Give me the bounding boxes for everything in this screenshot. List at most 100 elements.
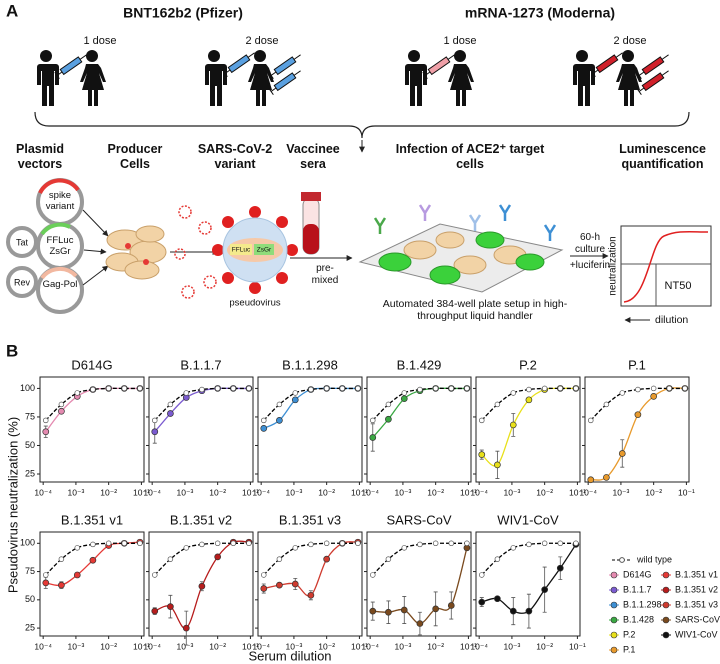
plot-frame: [39, 531, 145, 637]
plasmid-label: spike variant: [45, 190, 75, 212]
data-point: [291, 580, 299, 588]
syringes: [54, 52, 669, 96]
plot-frame: [39, 376, 145, 483]
data-point: [525, 607, 533, 615]
y-tick-label: 25: [25, 622, 35, 632]
reference-point: [417, 541, 423, 548]
data-point: [478, 451, 486, 458]
data-point: [42, 579, 50, 587]
reference-point: [650, 385, 657, 392]
reference-point: [401, 545, 408, 551]
plot-title: D614G: [71, 357, 112, 372]
data-point: [307, 591, 315, 599]
plate-caption: Automated 384-well plate setup in high-t…: [382, 298, 568, 322]
data-point: [494, 461, 501, 469]
reference-point: [339, 385, 346, 392]
y-tick-label: 100: [20, 538, 35, 548]
data-point: [151, 607, 159, 615]
reference-point: [292, 545, 299, 551]
reference-point: [557, 385, 564, 392]
vaccinees: [36, 50, 642, 106]
plot-frame: [257, 376, 363, 483]
x-tick-label: 10⁻³: [68, 641, 85, 651]
plot-title: SARS-CoV: [386, 512, 451, 527]
legend-label: wild type: [636, 554, 672, 564]
x-tick-label: 10⁻³: [286, 487, 303, 497]
step-title: Plasmid vectors: [16, 142, 64, 171]
dose-label: 2 dose: [613, 35, 646, 47]
reference-point: [137, 540, 143, 547]
serum-tube: [301, 192, 321, 255]
reference-point: [588, 417, 594, 424]
legend-swatch: [610, 586, 618, 594]
reference-point: [183, 545, 190, 551]
data-point: [400, 606, 408, 614]
reference-point: [573, 385, 579, 392]
plot-title: B.1.351 v1: [61, 512, 123, 527]
brace: [34, 111, 690, 139]
reference-point: [541, 385, 548, 392]
x-tick-label: 10⁻³: [613, 487, 630, 497]
x-tick-label: 10⁻⁴: [470, 487, 488, 497]
plot-frame: [475, 531, 581, 637]
x-tick-label: 10⁻⁴: [252, 641, 270, 651]
legend-label: P.1: [623, 644, 635, 654]
y-tick-label: 75: [25, 566, 35, 576]
y-axis-label: Pseudovirus neutralization (%): [5, 417, 20, 593]
data-point: [587, 476, 595, 484]
x-tick-label: 10⁻²: [536, 487, 553, 497]
plot-frame: [148, 376, 254, 483]
virions: [174, 205, 217, 299]
data-point: [151, 428, 159, 436]
data-point: [416, 620, 424, 627]
x-tick-label: 10⁻²: [100, 641, 117, 651]
reference-point: [43, 417, 49, 424]
reference-point: [90, 386, 96, 393]
reference-point: [464, 385, 470, 392]
x-tick-label: 10⁻⁴: [470, 641, 488, 651]
reference-point: [308, 386, 314, 393]
legend-swatch: [662, 586, 670, 594]
plasmids: [6, 178, 84, 314]
data-point: [400, 395, 408, 403]
x-axis-label: Serum dilution: [248, 648, 331, 663]
reference-point: [121, 540, 128, 547]
x-tick-label: 10⁻²: [209, 487, 226, 497]
data-point: [291, 396, 299, 404]
data-point: [478, 598, 486, 606]
data-point: [385, 415, 392, 423]
reference-point: [74, 545, 81, 551]
legend-label: B.1.428: [623, 614, 654, 624]
fit-curve: [154, 387, 249, 433]
data-point: [58, 581, 65, 589]
legend-label: B.1.351 v3: [675, 599, 718, 609]
data-point: [618, 450, 626, 457]
legend-swatch: [662, 571, 670, 579]
plate: [358, 204, 564, 293]
x-tick-label: 10⁻⁴: [34, 641, 52, 651]
reference-point: [43, 572, 49, 578]
reference-point: [58, 401, 65, 408]
plot-frame: [584, 376, 690, 483]
data-point: [509, 607, 517, 615]
gene-label: ZsGr: [257, 247, 272, 254]
x-tick-label: 10⁻³: [177, 641, 194, 651]
plasmid-label: Rev: [14, 277, 31, 287]
readout-y-label: neutralization: [608, 236, 619, 295]
reference-point: [682, 385, 688, 392]
gene-label: FFLuc: [232, 247, 251, 254]
x-tick-label: 10⁻⁴: [34, 487, 52, 497]
reference-point: [479, 572, 485, 578]
step-title: Producer Cells: [107, 142, 163, 171]
x-tick-label: 10⁻⁴: [143, 487, 161, 497]
x-tick-label: 10⁻¹: [678, 487, 695, 497]
x-tick-label: 10⁻¹: [133, 641, 150, 651]
data-point: [58, 407, 65, 415]
legend-label: P.2: [623, 629, 635, 639]
dose-label: 1 dose: [443, 35, 476, 47]
plot-title: B.1.429: [397, 357, 442, 372]
plot-title: B.1.351 v2: [170, 512, 232, 527]
reference-point: [401, 390, 408, 396]
reference-point: [339, 540, 346, 547]
